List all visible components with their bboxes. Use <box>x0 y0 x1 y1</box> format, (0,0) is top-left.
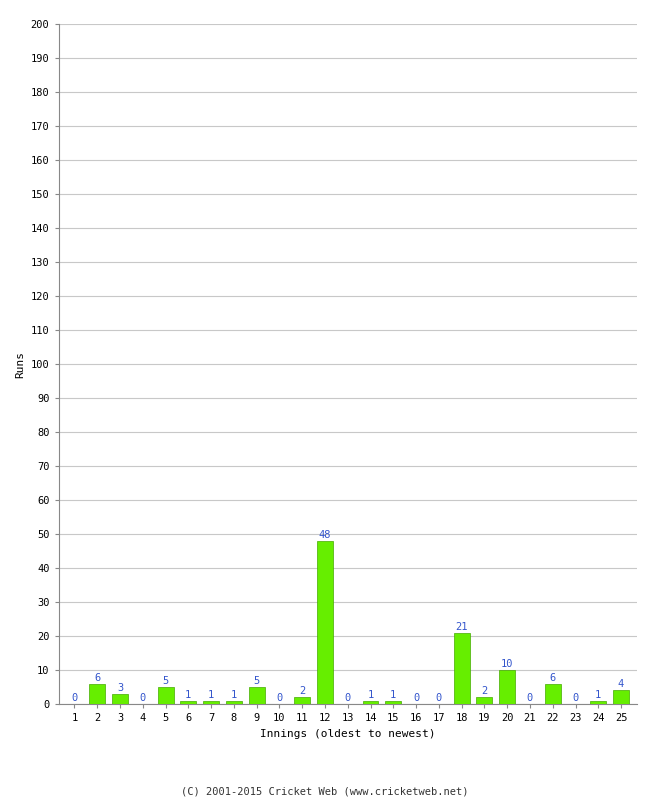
Text: 48: 48 <box>318 530 332 540</box>
Bar <box>385 701 401 704</box>
Text: 6: 6 <box>550 673 556 682</box>
Text: 10: 10 <box>501 659 514 669</box>
Bar <box>294 697 310 704</box>
Text: 2: 2 <box>481 686 488 696</box>
Text: 0: 0 <box>527 693 533 703</box>
Bar <box>249 687 265 704</box>
Bar <box>476 697 493 704</box>
Bar <box>203 701 219 704</box>
Text: 0: 0 <box>413 693 419 703</box>
Text: 0: 0 <box>573 693 578 703</box>
Text: 1: 1 <box>231 690 237 699</box>
Text: 5: 5 <box>254 676 260 686</box>
Text: 1: 1 <box>185 690 192 699</box>
Text: 0: 0 <box>276 693 283 703</box>
Bar <box>226 701 242 704</box>
Text: (C) 2001-2015 Cricket Web (www.cricketweb.net): (C) 2001-2015 Cricket Web (www.cricketwe… <box>181 786 469 796</box>
Text: 2: 2 <box>299 686 305 696</box>
Bar <box>454 633 469 704</box>
Text: 5: 5 <box>162 676 168 686</box>
Text: 1: 1 <box>390 690 396 699</box>
Text: 0: 0 <box>344 693 351 703</box>
Y-axis label: Runs: Runs <box>15 350 25 378</box>
Text: 0: 0 <box>436 693 442 703</box>
Text: 1: 1 <box>208 690 214 699</box>
Bar <box>180 701 196 704</box>
Text: 1: 1 <box>367 690 374 699</box>
Bar <box>613 690 629 704</box>
Bar <box>545 683 561 704</box>
Bar <box>112 694 128 704</box>
Bar <box>499 670 515 704</box>
Text: 0: 0 <box>72 693 77 703</box>
Bar <box>89 683 105 704</box>
Bar <box>317 541 333 704</box>
Bar <box>363 701 378 704</box>
Text: 4: 4 <box>618 679 624 690</box>
Text: 3: 3 <box>117 682 123 693</box>
X-axis label: Innings (oldest to newest): Innings (oldest to newest) <box>260 729 436 738</box>
Bar <box>590 701 606 704</box>
Text: 1: 1 <box>595 690 601 699</box>
Text: 0: 0 <box>140 693 146 703</box>
Text: 6: 6 <box>94 673 100 682</box>
Bar <box>157 687 174 704</box>
Text: 21: 21 <box>456 622 468 631</box>
